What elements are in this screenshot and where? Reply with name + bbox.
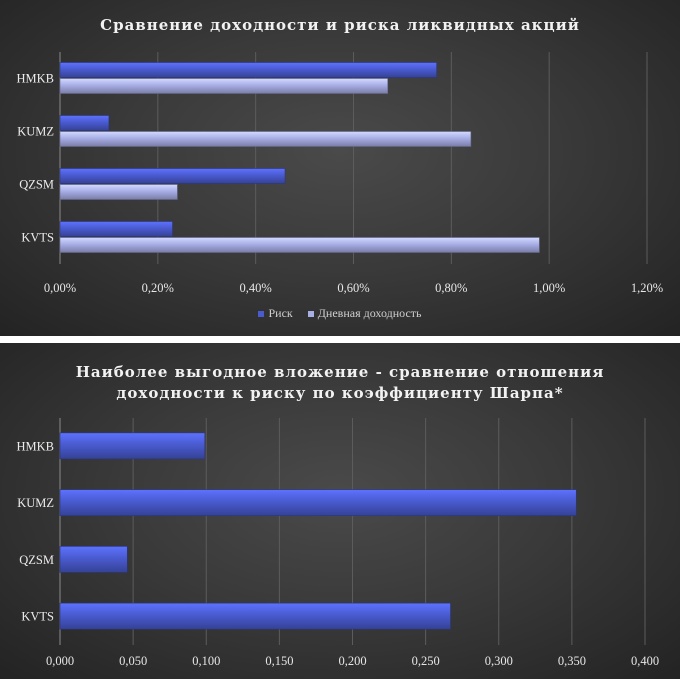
chart1-bar-kvts-s1 <box>59 237 540 253</box>
chart2-x-tick-label: 0,150 <box>265 654 293 668</box>
chart2-bar-qzsm-s0 <box>59 546 128 573</box>
chart1-x-tick-label: 0,00% <box>44 281 76 295</box>
legend-swatch-risk <box>258 311 265 318</box>
chart1-category-label: KVTS <box>21 231 54 245</box>
chart1-x-tick-label: 1,20% <box>631 281 663 295</box>
legend-label-return: Дневная доходность <box>317 306 422 320</box>
chart2-x-tick-label: 0,050 <box>119 654 147 668</box>
chart2-bar-hmkb-s0 <box>59 432 206 460</box>
chart2-category-label: QZSM <box>19 553 54 567</box>
chart2-x-tick-label: 0,200 <box>338 654 366 668</box>
chart2-bar-kumz-s0 <box>59 489 577 516</box>
chart1-category-label: QZSM <box>19 178 54 192</box>
chart-panel-risk-return: Сравнение доходности и риска ликвидных а… <box>0 0 680 336</box>
chart1-x-tick-label: 0,80% <box>435 281 467 295</box>
chart2-x-tick-label: 0,350 <box>558 654 586 668</box>
chart1-x-tick-label: 0,20% <box>142 281 174 295</box>
chart2-category-label: KVTS <box>21 610 54 624</box>
chart2-x-tick-label: 0,250 <box>412 654 440 668</box>
chart1-x-tick-label: 0,60% <box>337 281 369 295</box>
chart2-x-tick-label: 0,000 <box>46 654 74 668</box>
chart1-category-label: HMKB <box>16 72 54 86</box>
chart2-category-label: HMKB <box>16 439 54 453</box>
legend-item-risk: Риск <box>258 306 293 321</box>
chart1-title: Сравнение доходности и риска ликвидных а… <box>0 15 680 36</box>
chart1-bar-hmkb-s0 <box>59 62 437 78</box>
chart1-bar-kumz-s0 <box>59 115 110 131</box>
legend-item-return: Дневная доходность <box>307 306 422 321</box>
chart1-bar-kumz-s1 <box>59 131 472 147</box>
chart2-x-tick-label: 0,300 <box>485 654 513 668</box>
chart1-title-text: Сравнение доходности и риска ликвидных а… <box>100 16 580 34</box>
legend-label-risk: Риск <box>268 306 293 320</box>
chart1-x-tick-label: 0,40% <box>240 281 272 295</box>
chart2-bar-kvts-s0 <box>59 602 451 630</box>
chart1-bar-hmkb-s1 <box>59 78 389 94</box>
chart2-plot: 0,000 0,050 0,100 0,150 0,200 0,250 0,300 0,350… <box>16 418 659 668</box>
chart2-category-label: KUMZ <box>17 496 54 510</box>
chart1-x-tick-label: 1,00% <box>533 281 565 295</box>
chart1-category-label: KUMZ <box>17 125 54 139</box>
chart2-title: Наиболее выгодное вложение - сравнение о… <box>0 362 680 404</box>
chart1-bar-kvts-s0 <box>59 221 173 237</box>
chart1-plot: 0,00% 0,20% 0,40% 0,60% 0,80% 1,00% 1,20% HMKB K… <box>16 52 663 295</box>
chart-panel-sharpe: Наиболее выгодное вложение - сравнение о… <box>0 343 680 679</box>
legend-swatch-return <box>307 311 314 318</box>
chart1-bar-qzsm-s1 <box>59 184 178 200</box>
chart2-title-line-1: Наиболее выгодное вложение - сравнение о… <box>75 363 605 381</box>
chart2-x-tick-label: 0,100 <box>192 654 220 668</box>
chart2-x-tick-label: 0,400 <box>631 654 659 668</box>
chart2-title-line-2: доходности к риску по коэффициенту Шарпа… <box>116 384 564 402</box>
chart1-bar-qzsm-s0 <box>59 168 286 184</box>
chart1-legend: Риск Дневная доходность <box>0 306 680 321</box>
